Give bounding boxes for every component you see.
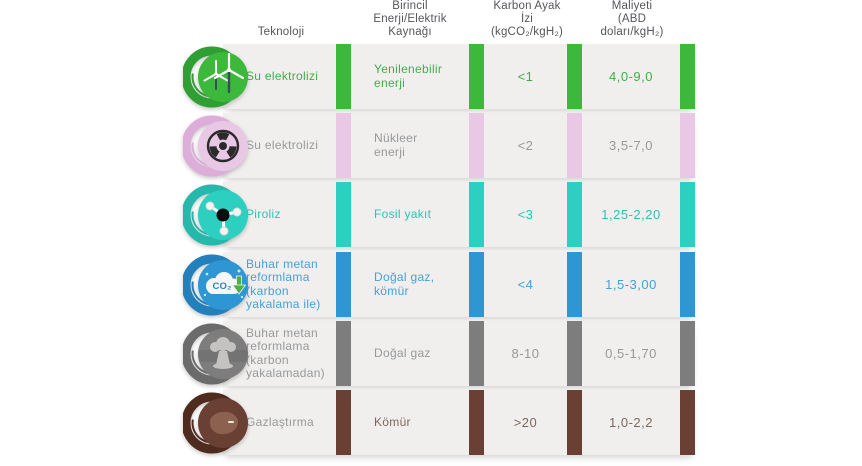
tech-label: Buhar metan reformlama (karbon yakalamad… xyxy=(246,325,325,380)
column-separator xyxy=(336,182,351,247)
column-header-karbon-ayak-izi: Karbon Ayak İzi (kgCO₂/kgH₂) xyxy=(490,0,564,38)
column-separator xyxy=(567,390,582,455)
source-label: Fosil yakıt xyxy=(374,206,432,221)
column-separator xyxy=(469,44,484,109)
column-separator xyxy=(680,252,695,317)
tech-label: Gazlaştırma xyxy=(246,414,314,429)
column-separator xyxy=(680,321,695,386)
column-separator xyxy=(567,182,582,247)
carbon-value: <4 xyxy=(517,276,534,292)
carbon-value: <3 xyxy=(517,206,534,222)
cost-value: 3,5-7,0 xyxy=(609,137,653,153)
cost-value: 1,5-3,00 xyxy=(605,276,657,292)
source-label: Doğal gaz xyxy=(374,345,431,360)
table-row: Gazlaştırma Kömür >20 1,0-2,2 xyxy=(0,390,862,455)
source-label: Doğal gaz, kömür xyxy=(374,270,435,298)
column-separator xyxy=(680,44,695,109)
cost-value: 0,5-1,70 xyxy=(605,345,657,361)
row-panel: Buhar metan reformlama (karbon yakalamad… xyxy=(223,321,695,386)
source-label: Yenilenebilir enerji xyxy=(374,62,443,90)
table-row: Piroliz Fosil yakıt <3 1,25-2,20 xyxy=(0,182,862,247)
row-panel: Gazlaştırma Kömür >20 1,0-2,2 xyxy=(223,390,695,455)
column-separator xyxy=(680,113,695,178)
column-separator xyxy=(680,390,695,455)
column-separator xyxy=(336,390,351,455)
carbon-value: 8-10 xyxy=(511,345,540,361)
column-separator xyxy=(336,44,351,109)
tech-label: Su elektrolizi xyxy=(246,68,319,83)
methane-molecule-icon xyxy=(183,182,249,248)
radiation-trefoil-icon xyxy=(183,113,249,179)
smoke-cloud-icon xyxy=(183,321,249,387)
column-separator xyxy=(469,390,484,455)
co2-text: CO₂ xyxy=(212,281,232,292)
column-separator xyxy=(567,44,582,109)
row-panel: Su elektrolizi Nükleer enerji <2 3,5-7,0 xyxy=(223,113,695,178)
cost-value: 1,0-2,2 xyxy=(609,414,653,430)
column-separator xyxy=(567,321,582,386)
source-label: Nükleer enerji xyxy=(374,131,418,159)
tech-label: Buhar metan reformlama (karbon yakalama … xyxy=(246,256,321,311)
cost-value: 1,25-2,20 xyxy=(601,206,661,222)
row-panel: Buhar metan reformlama (karbon yakalama … xyxy=(223,252,695,317)
row-panel: Piroliz Fosil yakıt <3 1,25-2,20 xyxy=(223,182,695,247)
row-panel: Su elektrolizi Yenilenebilir enerji <1 4… xyxy=(223,44,695,109)
column-separator xyxy=(567,113,582,178)
column-separator xyxy=(469,182,484,247)
column-header-enerji-kaynagi: Birincil Enerji/Elektrik Kaynağı xyxy=(373,0,447,38)
table-row: Buhar metan reformlama (karbon yakalama … xyxy=(0,252,862,317)
column-separator xyxy=(469,252,484,317)
column-separator xyxy=(469,321,484,386)
table-row: Su elektrolizi Yenilenebilir enerji <1 4… xyxy=(0,44,862,109)
table-row: Su elektrolizi Nükleer enerji <2 3,5-7,0 xyxy=(0,113,862,178)
column-separator xyxy=(567,252,582,317)
column-separator xyxy=(336,113,351,178)
carbon-value: <2 xyxy=(517,137,534,153)
column-separator xyxy=(336,321,351,386)
carbon-value: <1 xyxy=(517,68,534,84)
tech-label: Su elektrolizi xyxy=(246,137,319,152)
cost-value: 4,0-9,0 xyxy=(609,68,653,84)
tech-label: Piroliz xyxy=(246,206,281,221)
table-header: Teknoloji Birincil Enerji/Elektrik Kayna… xyxy=(0,0,862,42)
wind-turbines-icon xyxy=(183,44,249,110)
column-separator xyxy=(336,252,351,317)
column-separator xyxy=(469,113,484,178)
column-header-teknoloji: Teknoloji xyxy=(257,26,305,38)
co2-capture-cloud-icon: CO₂ xyxy=(183,252,249,318)
column-separator xyxy=(680,182,695,247)
coal-lump-icon xyxy=(183,390,249,456)
carbon-value: >20 xyxy=(513,414,538,430)
column-header-maliyeti: Maliyeti (ABD doları/kgH₂) xyxy=(600,0,664,38)
source-label: Kömür xyxy=(374,414,411,429)
table-row: Buhar metan reformlama (karbon yakalamad… xyxy=(0,321,862,386)
